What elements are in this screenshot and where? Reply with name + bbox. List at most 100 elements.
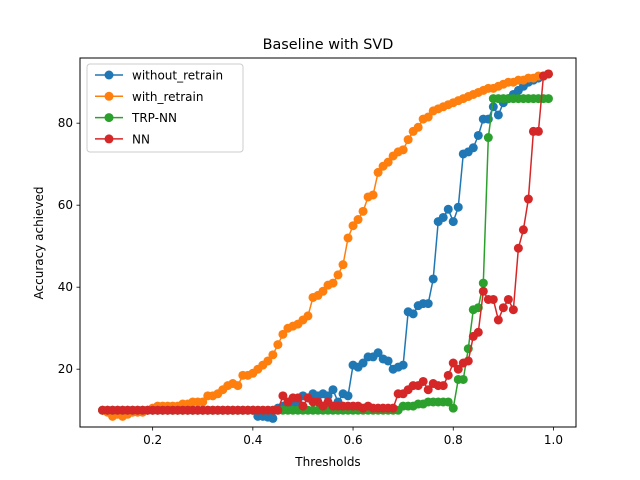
data-point-without-retrain (383, 356, 393, 366)
y-axis-title: Accuracy achieved (32, 187, 46, 300)
y-tick-label: 40 (58, 280, 73, 294)
legend-swatch-marker (104, 134, 114, 144)
data-point-nn (298, 401, 308, 411)
data-point-nn (443, 370, 453, 380)
series-nn (98, 69, 553, 415)
x-tick-label: 0.2 (143, 433, 162, 447)
data-point-with-retrain (268, 350, 278, 360)
x-tick-label: 0.4 (243, 433, 262, 447)
data-point-without-retrain (268, 413, 278, 423)
y-tick-label: 20 (58, 362, 73, 376)
data-point-with-retrain (338, 260, 348, 270)
data-point-with-retrain (413, 122, 423, 132)
legend-label: TRP-NN (131, 111, 177, 125)
data-point-nn (293, 393, 303, 403)
x-tick-label: 0.8 (444, 433, 463, 447)
data-point-with-retrain (198, 397, 208, 407)
data-point-with-retrain (233, 381, 243, 391)
data-point-with-retrain (273, 340, 283, 350)
x-axis-title: Thresholds (294, 455, 360, 469)
data-point-without-retrain (328, 385, 338, 395)
data-point-with-retrain (383, 157, 393, 167)
data-point-nn (463, 356, 473, 366)
data-point-with-retrain (303, 311, 313, 321)
legend-item-nn: NN (95, 132, 150, 146)
data-point-trp-nn (478, 278, 488, 288)
axes-frame (79, 57, 577, 428)
data-point-nn (418, 376, 428, 386)
legend-item-trp-nn: TRP-NN (95, 111, 177, 125)
data-point-nn (493, 315, 503, 325)
data-point-with-retrain (398, 145, 408, 155)
data-point-nn (478, 286, 488, 296)
data-point-with-retrain (368, 190, 378, 200)
legend-swatch-marker (104, 91, 114, 101)
data-point-nn (533, 126, 543, 136)
data-point-nn (543, 69, 553, 79)
chart-title: Baseline with SVD (263, 37, 394, 53)
data-point-with-retrain (348, 221, 358, 231)
legend-label: NN (132, 132, 150, 146)
data-point-trp-nn (458, 374, 468, 384)
data-point-nn (518, 225, 528, 235)
data-point-without-retrain (323, 391, 333, 401)
legend-swatch-marker (104, 70, 114, 80)
legend-label: without_retrain (132, 69, 223, 83)
legend-item-without-retrain: without_retrain (95, 69, 223, 83)
data-point-without-retrain (428, 274, 438, 284)
data-point-without-retrain (468, 143, 478, 153)
data-point-with-retrain (343, 233, 353, 243)
data-point-nn (278, 391, 288, 401)
data-point-nn (523, 194, 533, 204)
data-point-with-retrain (353, 215, 363, 225)
data-point-without-retrain (398, 360, 408, 370)
data-point-with-retrain (423, 112, 433, 122)
y-tick-label: 80 (58, 116, 73, 130)
data-point-nn (423, 385, 433, 395)
data-point-with-retrain (403, 135, 413, 145)
data-point-with-retrain (373, 167, 383, 177)
legend-label: with_retrain (132, 90, 203, 104)
x-tick-label: 1.0 (544, 433, 563, 447)
data-point-with-retrain (278, 329, 288, 339)
x-tick-label: 0.6 (344, 433, 363, 447)
data-point-nn (388, 403, 398, 413)
data-point-nn (473, 327, 483, 337)
data-point-without-retrain (343, 391, 353, 401)
data-point-without-retrain (493, 110, 503, 120)
data-point-trp-nn (483, 133, 493, 143)
data-point-trp-nn (448, 403, 458, 413)
y-axis: 20 40 60 80 (58, 116, 80, 376)
data-point-trp-nn (443, 397, 453, 407)
data-point-nn (503, 294, 513, 304)
data-point-nn (498, 303, 508, 313)
data-point-nn (448, 358, 458, 368)
data-point-with-retrain (263, 356, 273, 366)
x-axis: 0.2 0.4 0.6 0.8 1.0 (143, 427, 563, 447)
data-point-with-retrain (358, 206, 368, 216)
legend-item-with-retrain: with_retrain (95, 90, 203, 104)
data-point-without-retrain (488, 102, 498, 112)
data-point-nn (273, 405, 283, 415)
data-point-with-retrain (318, 286, 328, 296)
data-point-without-retrain (443, 204, 453, 214)
legend: without_retrain with_retrain TRP-NN NN (86, 63, 244, 153)
data-point-nn (508, 305, 518, 315)
data-point-without-retrain (423, 299, 433, 309)
data-point-nn (513, 243, 523, 253)
data-point-without-retrain (438, 212, 448, 222)
data-point-nn (438, 381, 448, 391)
y-tick-label: 60 (58, 198, 73, 212)
data-point-without-retrain (358, 358, 368, 368)
data-point-without-retrain (453, 202, 463, 212)
data-point-trp-nn (543, 94, 553, 104)
legend-box (86, 63, 244, 153)
data-point-with-retrain (333, 270, 343, 280)
data-point-nn (488, 294, 498, 304)
plot-area (98, 69, 553, 423)
data-point-with-retrain (328, 278, 338, 288)
data-point-without-retrain (373, 348, 383, 358)
data-point-without-retrain (448, 217, 458, 227)
data-point-without-retrain (408, 309, 418, 319)
